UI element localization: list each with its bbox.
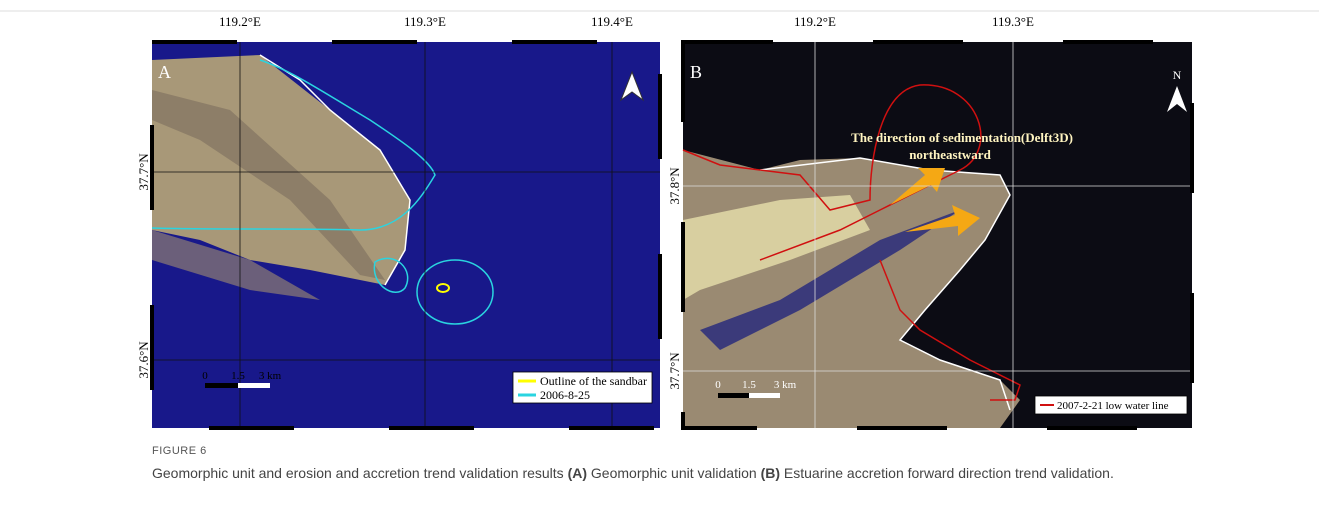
lat-label: 37.7°N [667,352,682,390]
panel-a: A 119.2°E 119.3°E 119.4°E 37.7°N 37.6°N … [136,14,660,428]
annotation: The direction of sedimentation(Delft3D) [851,130,1073,145]
legend-label: 2006-8-25 [540,388,590,402]
caption-part: Geomorphic unit and erosion and accretio… [152,465,568,481]
scale-label: 0 [202,370,208,382]
panel-label: A [158,62,171,82]
lon-label: 119.3°E [404,14,446,29]
scale-label: 1.5 [742,379,756,391]
figure: A 119.2°E 119.3°E 119.4°E 37.7°N 37.6°N … [0,0,1319,440]
panel-b: B N 119.2°E 119.3°E 37.8°N 37.7°N The di… [667,14,1192,428]
caption: FIGURE 6 Geomorphic unit and erosion and… [152,442,1192,483]
lat-label: 37.8°N [667,167,682,205]
caption-part: (B) [761,465,780,481]
legend-label: Outline of the sandbar [540,374,647,388]
caption-part: Estuarine accretion forward direction tr… [780,465,1114,481]
page: A 119.2°E 119.3°E 119.4°E 37.7°N 37.6°N … [0,0,1319,529]
scale-label: 0 [715,379,721,391]
lon-label: 119.3°E [992,14,1034,29]
north-label: N [1173,68,1182,82]
lon-label: 119.2°E [794,14,836,29]
lon-label: 119.4°E [591,14,633,29]
caption-text: Geomorphic unit and erosion and accretio… [152,464,1192,483]
caption-part: (A) [568,465,587,481]
legend-label: 2007-2-21 low water line [1057,400,1169,412]
figure-label: FIGURE 6 [152,442,1192,461]
lon-label: 119.2°E [219,14,261,29]
scale-label: 3 km [774,379,797,391]
lat-label: 37.6°N [136,341,151,379]
scale-label: 3 km [259,370,282,382]
scale-label: 1.5 [231,370,245,382]
lat-label: 37.7°N [136,153,151,191]
caption-part: Geomorphic unit validation [587,465,761,481]
annotation: northeastward [909,147,991,162]
panel-label: B [690,62,702,82]
